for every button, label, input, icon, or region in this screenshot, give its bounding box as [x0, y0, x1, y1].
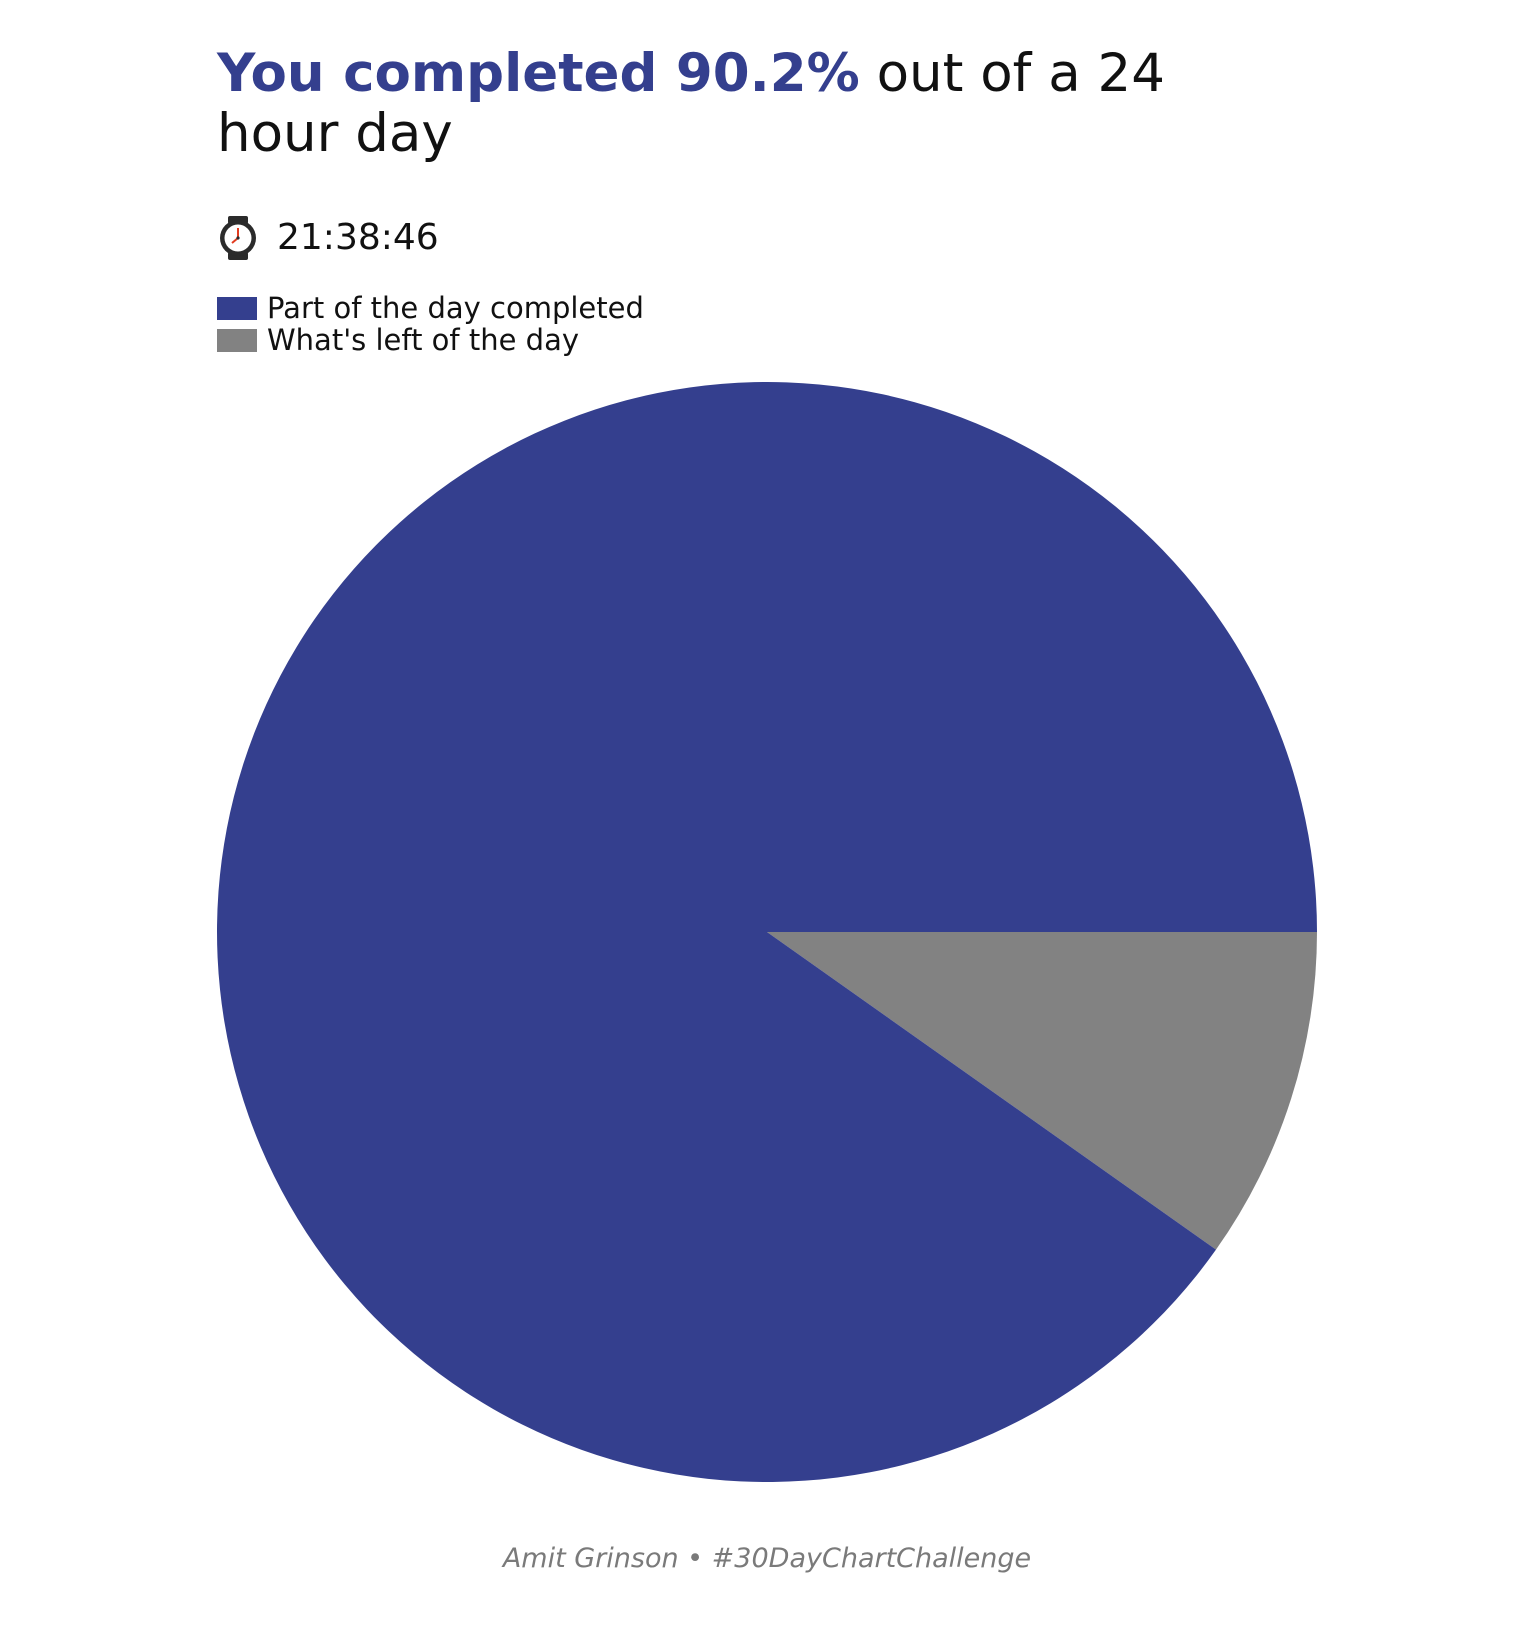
pie-slice-completed — [217, 382, 1317, 1483]
legend-label-completed: Part of the day completed — [267, 291, 644, 325]
legend-item-completed: Part of the day completed — [217, 292, 644, 324]
footer-credit: Amit Grinson • #30DayChartChallenge — [502, 1543, 1032, 1574]
legend: Part of the day completed What's left of… — [217, 292, 644, 356]
legend-swatch-completed — [217, 296, 257, 320]
pie-slice-remaining — [767, 932, 1317, 1250]
current-time: 21:38:46 — [277, 217, 439, 258]
title-highlight: You completed 90.2% — [217, 43, 860, 104]
legend-label-remaining: What's left of the day — [267, 323, 580, 357]
chart-title: You completed 90.2% out of a 24 hour day — [217, 44, 1277, 164]
time-row: 21:38:46 — [217, 213, 439, 263]
watch-icon — [220, 216, 256, 260]
title-rest: out of a 24 hour day — [217, 43, 1165, 164]
legend-item-remaining: What's left of the day — [217, 324, 644, 356]
legend-swatch-remaining — [217, 328, 257, 352]
